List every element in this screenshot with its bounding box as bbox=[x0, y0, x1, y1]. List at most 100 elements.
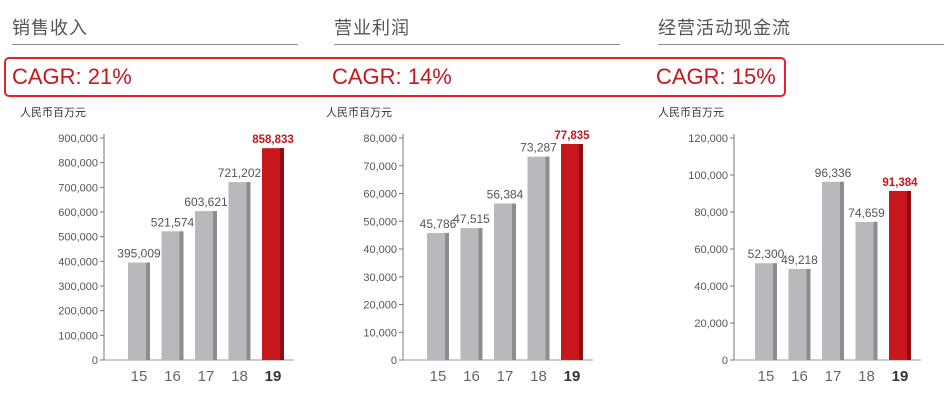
bar-shade bbox=[445, 232, 449, 360]
bar bbox=[889, 190, 911, 360]
data-label: 858,833 bbox=[252, 134, 294, 146]
unit-label: 人民币百万元 bbox=[20, 106, 86, 119]
y-tick-label: 900,000 bbox=[58, 133, 98, 145]
cagr-label: CAGR: 21% bbox=[12, 64, 132, 89]
data-label: 395,009 bbox=[117, 247, 161, 261]
x-tick-label: 18 bbox=[231, 368, 248, 385]
chart-panel-3: 经营活动现金流 CAGR: 15% 人民币百万元 0 20,000 40,000 60,00… bbox=[656, 0, 952, 400]
x-tick-label: 17 bbox=[825, 368, 842, 385]
y-tick-label: 100,000 bbox=[58, 330, 98, 342]
x-tick-label: 19 bbox=[564, 368, 581, 385]
y-tick-label: 30,000 bbox=[363, 272, 397, 284]
data-label: 47,515 bbox=[453, 212, 490, 226]
y-tick-label: 200,000 bbox=[58, 306, 98, 318]
bar bbox=[228, 182, 251, 360]
x-tick-label: 16 bbox=[463, 368, 480, 385]
bar bbox=[161, 231, 184, 360]
y-tick-label: 60,000 bbox=[363, 189, 397, 201]
title-divider bbox=[658, 44, 944, 45]
x-tick-label: 15 bbox=[430, 368, 447, 385]
data-label: 56,384 bbox=[487, 188, 524, 202]
bar bbox=[822, 181, 844, 360]
x-tick-label: 16 bbox=[791, 368, 808, 385]
x-tick-label: 16 bbox=[164, 368, 181, 385]
x-tick-label: 17 bbox=[497, 368, 514, 385]
bar-shade bbox=[873, 221, 878, 360]
y-tick-label: 600,000 bbox=[58, 207, 98, 219]
title-divider bbox=[12, 44, 298, 45]
cagr-label: CAGR: 14% bbox=[332, 64, 452, 89]
unit-label: 人民币百万元 bbox=[326, 106, 392, 119]
bar bbox=[494, 203, 516, 360]
data-label: 45,786 bbox=[420, 217, 457, 231]
bar bbox=[460, 228, 483, 360]
data-label: 52,300 bbox=[748, 247, 785, 261]
bar bbox=[195, 211, 217, 360]
bar bbox=[128, 262, 150, 360]
x-tick-label: 15 bbox=[131, 368, 148, 385]
y-tick-label: 20,000 bbox=[363, 300, 397, 312]
bar bbox=[427, 232, 449, 360]
y-tick-label: 60,000 bbox=[694, 244, 728, 256]
bar-shade bbox=[146, 262, 150, 360]
y-tick-label: 0 bbox=[391, 355, 397, 367]
data-label: 603,621 bbox=[184, 195, 228, 209]
y-tick-label: 400,000 bbox=[58, 256, 98, 268]
y-tick-label: 40,000 bbox=[363, 244, 397, 256]
y-tick-label: 20,000 bbox=[694, 318, 728, 330]
bar bbox=[561, 144, 583, 360]
bar-shade bbox=[773, 263, 777, 360]
chart-title: 经营活动现金流 bbox=[658, 18, 791, 39]
x-tick-label: 15 bbox=[758, 368, 775, 385]
cagr-label: CAGR: 15% bbox=[656, 64, 776, 89]
bar-shade bbox=[246, 182, 251, 360]
x-tick-label: 18 bbox=[858, 368, 875, 385]
y-tick-label: 100,000 bbox=[688, 170, 728, 182]
cagr-highlight-box bbox=[4, 57, 786, 97]
bar bbox=[855, 221, 878, 360]
bar-shade bbox=[280, 148, 284, 360]
chart-title: 营业利润 bbox=[334, 18, 410, 39]
bar-shade bbox=[512, 203, 516, 360]
y-tick-label: 800,000 bbox=[58, 158, 98, 170]
data-label: 49,218 bbox=[781, 253, 818, 267]
data-label: 96,336 bbox=[815, 166, 852, 180]
y-tick-label: 0 bbox=[92, 355, 98, 367]
x-tick-label: 19 bbox=[265, 368, 282, 385]
bar bbox=[527, 156, 550, 360]
y-tick-label: 700,000 bbox=[58, 182, 98, 194]
y-tick-label: 40,000 bbox=[694, 281, 728, 293]
bar bbox=[788, 268, 811, 360]
y-tick-label: 80,000 bbox=[363, 133, 397, 145]
bar-shade bbox=[840, 181, 844, 360]
bar bbox=[755, 263, 777, 360]
bar-chart: 0 10,000 20,000 30,000 40,000 50,000 60,000 70,… bbox=[363, 130, 593, 385]
bar-shade bbox=[907, 190, 911, 360]
bar-shade bbox=[213, 211, 217, 360]
y-tick-label: 50,000 bbox=[363, 216, 397, 228]
bar-shade bbox=[545, 156, 550, 360]
y-tick-label: 300,000 bbox=[58, 281, 98, 293]
x-tick-label: 19 bbox=[892, 368, 909, 385]
title-divider bbox=[334, 44, 620, 45]
data-label: 721,202 bbox=[218, 166, 262, 180]
unit-label: 人民币百万元 bbox=[658, 106, 724, 119]
bar bbox=[262, 148, 284, 360]
y-tick-label: 10,000 bbox=[363, 327, 397, 339]
y-tick-label: 500,000 bbox=[58, 232, 98, 244]
data-label: 73,287 bbox=[520, 141, 557, 155]
bar-shade bbox=[806, 268, 811, 360]
bar-chart: 0 100,000 200,000 300,000 400,000 500,000 600,… bbox=[58, 133, 294, 385]
chart-panel-1: 销售收入 CAGR: 21% 人民币百万元 0 100,000 200,000 300,00… bbox=[12, 0, 312, 400]
bar-shade bbox=[579, 144, 583, 360]
y-tick-label: 0 bbox=[722, 355, 728, 367]
chart-title: 销售收入 bbox=[12, 18, 88, 39]
x-tick-label: 17 bbox=[198, 368, 215, 385]
bar-shade bbox=[179, 231, 184, 360]
y-tick-label: 120,000 bbox=[688, 133, 728, 145]
data-label: 77,835 bbox=[554, 130, 590, 142]
data-label: 74,659 bbox=[848, 206, 885, 220]
bar-chart: 0 20,000 40,000 60,000 80,000 100,000 120,000 5… bbox=[688, 133, 921, 385]
bar-shade bbox=[478, 228, 483, 360]
x-tick-label: 18 bbox=[530, 368, 547, 385]
